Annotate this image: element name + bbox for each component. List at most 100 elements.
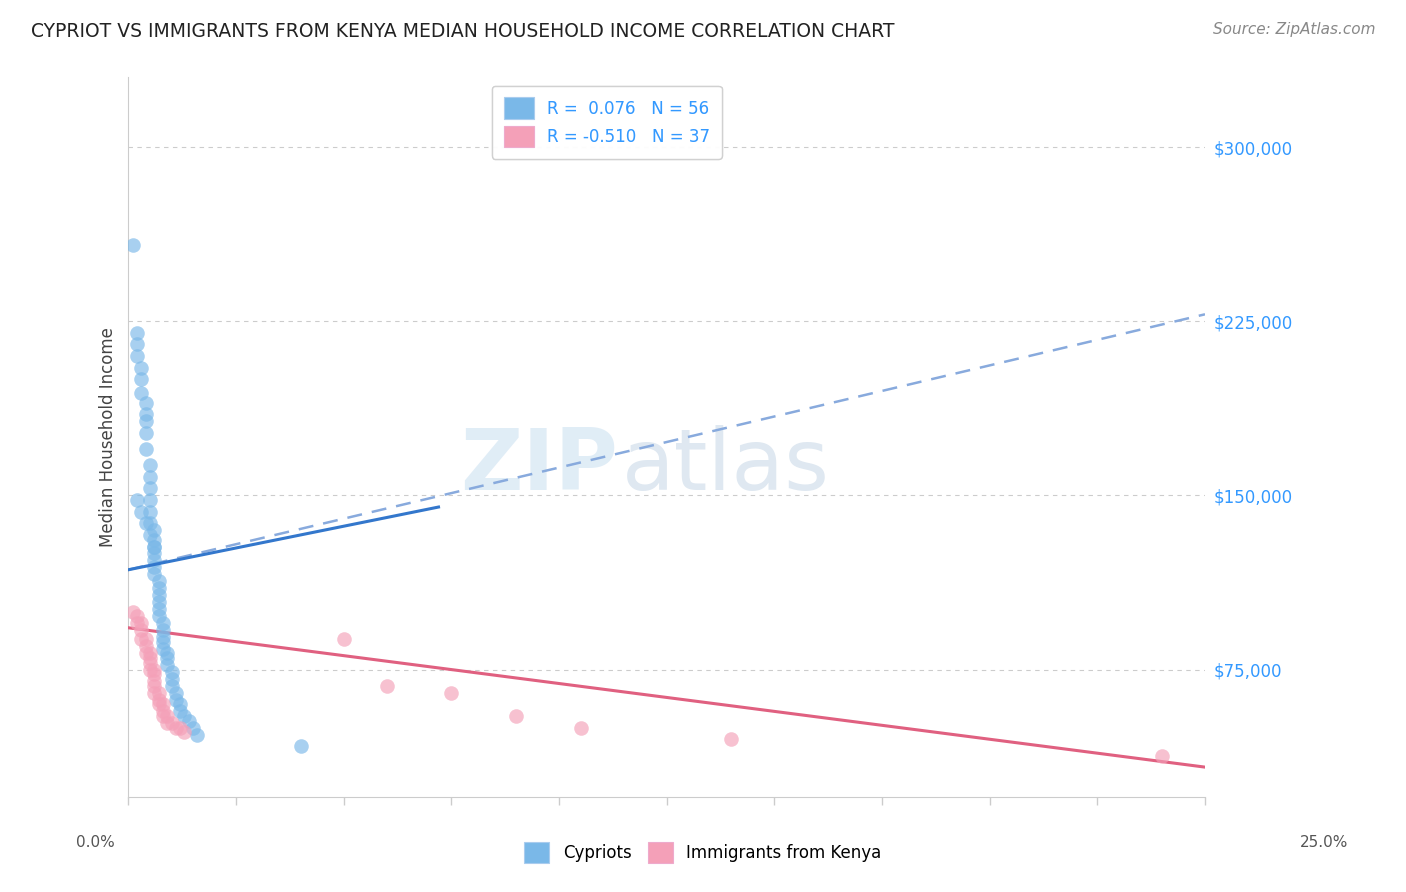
Point (165, 686, 187, 700)
Point (148, 602, 170, 616)
Point (148, 574, 170, 589)
Point (125, 326, 148, 340)
Point (156, 709, 179, 723)
Text: atlas: atlas (621, 425, 830, 508)
Point (135, 516, 157, 531)
Point (143, 567, 166, 582)
Point (169, 721, 191, 735)
Point (333, 632, 356, 647)
Point (135, 632, 157, 647)
Point (152, 705, 174, 719)
Point (131, 386, 153, 401)
Point (148, 693, 170, 707)
Point (181, 721, 204, 735)
Point (143, 533, 166, 547)
Point (135, 407, 157, 421)
Point (125, 616, 148, 631)
Point (505, 709, 527, 723)
Point (152, 616, 174, 631)
Point (121, 605, 143, 619)
Point (125, 349, 148, 363)
Point (121, 237, 143, 252)
Point (135, 425, 157, 440)
Point (160, 665, 183, 679)
Point (139, 482, 162, 496)
Point (160, 672, 183, 686)
Point (139, 663, 162, 677)
Legend: R =  0.076   N = 56, R = -0.510   N = 37: R = 0.076 N = 56, R = -0.510 N = 37 (492, 86, 721, 159)
Point (165, 693, 187, 707)
Point (139, 651, 162, 665)
Point (131, 360, 153, 375)
Point (139, 493, 162, 508)
Point (139, 656, 162, 670)
Point (143, 540, 166, 554)
Point (125, 493, 148, 508)
Point (143, 667, 166, 681)
Point (186, 728, 208, 742)
Point (125, 337, 148, 351)
Point (143, 546, 166, 560)
Point (125, 609, 148, 624)
Point (139, 505, 162, 519)
Point (152, 623, 174, 637)
Point (375, 679, 398, 693)
Point (139, 646, 162, 660)
Y-axis label: Median Household Income: Median Household Income (100, 327, 117, 548)
Point (139, 516, 162, 531)
Point (169, 705, 191, 719)
Point (148, 588, 170, 602)
Point (148, 595, 170, 609)
Point (173, 725, 195, 739)
Point (440, 686, 463, 700)
Point (143, 679, 166, 693)
Point (143, 674, 166, 689)
Point (156, 646, 179, 660)
Point (143, 553, 166, 567)
Point (148, 609, 170, 624)
Point (135, 442, 157, 456)
Point (131, 632, 153, 647)
Point (143, 540, 166, 554)
Point (131, 616, 153, 631)
Point (148, 686, 170, 700)
Point (135, 414, 157, 428)
Point (165, 721, 187, 735)
Point (131, 505, 153, 519)
Point (139, 470, 162, 484)
Point (152, 641, 174, 656)
Point (156, 651, 179, 665)
Point (1150, 748, 1173, 763)
Point (173, 709, 195, 723)
Text: 25.0%: 25.0% (1301, 836, 1348, 850)
Point (135, 395, 157, 409)
Point (152, 709, 174, 723)
Point (148, 582, 170, 596)
Legend: Cypriots, Immigrants from Kenya: Cypriots, Immigrants from Kenya (517, 836, 889, 870)
Point (152, 698, 174, 712)
Point (160, 716, 183, 731)
Text: CYPRIOT VS IMMIGRANTS FROM KENYA MEDIAN HOUSEHOLD INCOME CORRELATION CHART: CYPRIOT VS IMMIGRANTS FROM KENYA MEDIAN … (31, 22, 894, 41)
Text: Source: ZipAtlas.com: Source: ZipAtlas.com (1212, 22, 1375, 37)
Point (139, 528, 162, 542)
Point (290, 739, 312, 754)
Point (135, 640, 157, 654)
Point (156, 657, 179, 672)
Point (152, 634, 174, 648)
Point (569, 721, 592, 735)
Point (177, 714, 200, 728)
Point (169, 698, 191, 712)
Point (720, 732, 742, 747)
Text: ZIP: ZIP (461, 425, 619, 508)
Point (131, 623, 153, 637)
Point (148, 698, 170, 712)
Point (131, 372, 153, 386)
Text: 0.0%: 0.0% (76, 836, 115, 850)
Point (152, 630, 174, 644)
Point (143, 523, 166, 537)
Point (143, 663, 166, 677)
Point (160, 679, 183, 693)
Point (143, 686, 166, 700)
Point (156, 716, 179, 731)
Point (143, 560, 166, 574)
